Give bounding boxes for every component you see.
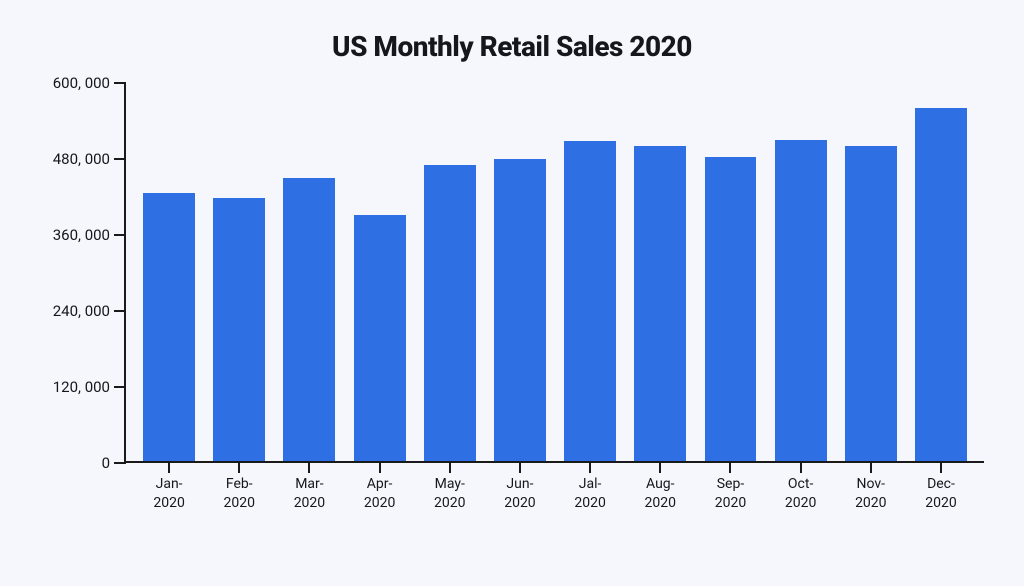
bar-slot (134, 83, 204, 461)
y-axis-label: 600, 000 (53, 74, 126, 92)
bar-slot (695, 83, 765, 461)
bar (494, 159, 546, 461)
x-axis-labels: Jan-2020Feb-2020Mar-2020Apr-2020May-2020… (126, 475, 984, 513)
x-axis-label: Jan-2020 (134, 475, 204, 513)
bar (705, 157, 757, 461)
x-axis-label: Jal-2020 (555, 475, 625, 513)
bar (564, 141, 616, 461)
bar-slot (274, 83, 344, 461)
x-tick (800, 461, 802, 473)
x-axis-label: Aug-2020 (625, 475, 695, 513)
bar (634, 146, 686, 461)
x-tick (238, 461, 240, 473)
x-axis-label: Feb-2020 (204, 475, 274, 513)
bars-group (126, 83, 984, 461)
bar (424, 165, 476, 461)
x-axis-label: Sep-2020 (695, 475, 765, 513)
x-axis-label: May-2020 (415, 475, 485, 513)
x-axis-label: Oct-2020 (766, 475, 836, 513)
x-tick (659, 461, 661, 473)
bar-slot (766, 83, 836, 461)
y-axis-label: 360, 000 (53, 226, 126, 244)
x-axis-label: Jun-2020 (485, 475, 555, 513)
bar (845, 146, 897, 461)
bar (143, 193, 195, 461)
plot-area: Jan-2020Feb-2020Mar-2020Apr-2020May-2020… (124, 83, 984, 463)
bar-slot (625, 83, 695, 461)
bar-slot (204, 83, 274, 461)
bar-slot (415, 83, 485, 461)
x-tick (168, 461, 170, 473)
bar (915, 108, 967, 461)
y-axis-label: 0 (102, 454, 126, 472)
x-tick (449, 461, 451, 473)
x-axis-label: Mar-2020 (274, 475, 344, 513)
y-axis-label: 240, 000 (53, 302, 126, 320)
bar-slot (555, 83, 625, 461)
x-tick (589, 461, 591, 473)
x-tick (940, 461, 942, 473)
x-axis-label: Nov-2020 (836, 475, 906, 513)
x-axis-label: Apr-2020 (345, 475, 415, 513)
bar (775, 140, 827, 461)
bar-slot (906, 83, 976, 461)
bar (283, 178, 335, 462)
bar (354, 215, 406, 461)
x-tick (870, 461, 872, 473)
x-axis-label: Dec-2020 (906, 475, 976, 513)
bar-slot (345, 83, 415, 461)
x-tick (308, 461, 310, 473)
bar-slot (836, 83, 906, 461)
bar (213, 198, 265, 461)
x-tick (729, 461, 731, 473)
x-tick (379, 461, 381, 473)
retail-sales-chart: US Monthly Retail Sales 2020 Jan-2020Feb… (0, 0, 1024, 586)
bar-slot (485, 83, 555, 461)
chart-title: US Monthly Retail Sales 2020 (40, 30, 984, 63)
y-axis-label: 120, 000 (53, 378, 126, 396)
x-tick (519, 461, 521, 473)
y-axis-label: 480, 000 (53, 150, 126, 168)
